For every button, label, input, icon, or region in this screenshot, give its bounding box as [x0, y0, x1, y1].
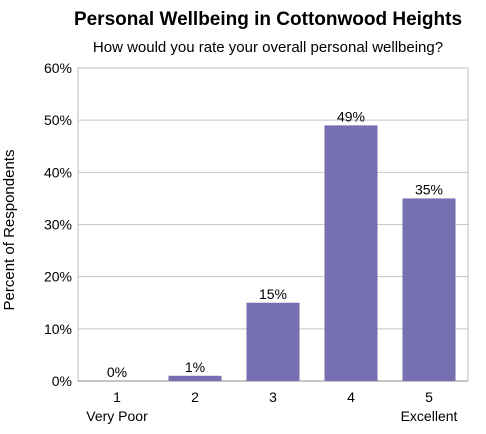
data-label: 1%	[185, 359, 205, 375]
x-tick-label: 2	[191, 389, 199, 405]
data-label: 35%	[415, 181, 443, 197]
x-tick-label: 3	[269, 389, 277, 405]
bar	[402, 198, 456, 381]
data-label: 49%	[337, 108, 365, 124]
data-label: 15%	[259, 286, 287, 302]
x-tick-label: 4	[347, 389, 355, 405]
chart-title: Personal Wellbeing in Cottonwood Heights	[74, 9, 462, 30]
data-label: 0%	[107, 364, 127, 380]
y-tick-label: 40%	[44, 164, 72, 180]
x-tick-labels: 1 Very Poor 2 3 4 5 Excellent	[86, 389, 457, 424]
y-tick-label: 0%	[52, 373, 72, 389]
data-labels: 0% 1% 15% 49% 35%	[107, 108, 443, 380]
bars	[168, 125, 456, 381]
x-tick-label: 5	[425, 389, 433, 405]
y-tick-label: 20%	[44, 269, 72, 285]
y-tick-label: 60%	[44, 60, 72, 76]
x-tick-label: 1	[113, 389, 121, 405]
y-tick-label: 10%	[44, 321, 72, 337]
y-tick-label: 50%	[44, 112, 72, 128]
x-tick-sublabel: Excellent	[401, 408, 458, 424]
y-tick-labels: 0% 10% 20% 30% 40% 50% 60%	[44, 60, 72, 389]
bar	[324, 125, 378, 381]
y-tick-label: 30%	[44, 217, 72, 233]
bar	[168, 375, 222, 381]
y-axis-label: Percent of Respondents	[1, 150, 18, 311]
bar	[246, 302, 300, 381]
chart-subtitle: How would you rate your overall personal…	[93, 39, 443, 56]
x-tick-sublabel: Very Poor	[86, 408, 148, 424]
